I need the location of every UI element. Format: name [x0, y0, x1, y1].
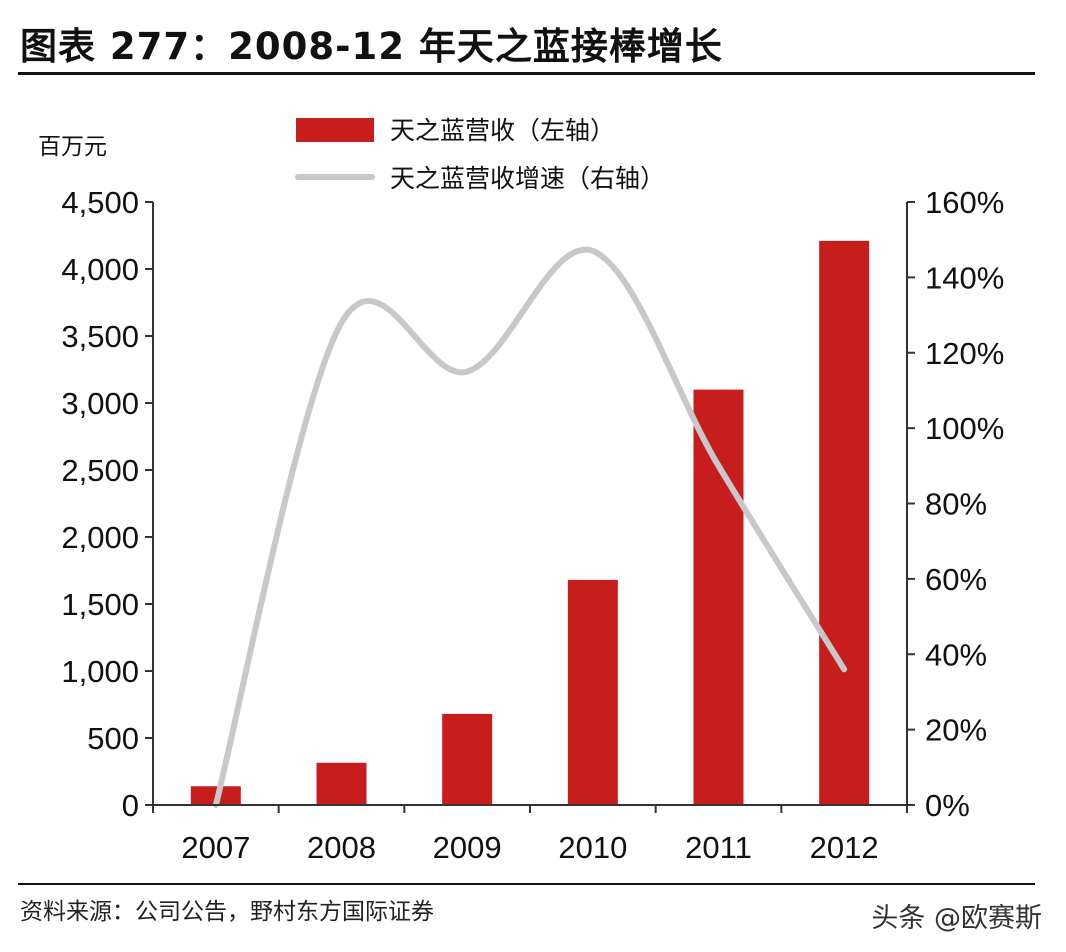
left-tick-label: 4,500	[61, 185, 139, 220]
right-tick-label: 100%	[925, 411, 1004, 446]
left-tick-label: 500	[87, 721, 139, 756]
source-note: 资料来源：公司公告，野村东方国际证券	[20, 899, 434, 925]
left-tick-label: 4,000	[61, 252, 139, 287]
left-tick-label: 2,000	[61, 520, 139, 555]
bar-2012	[819, 240, 870, 806]
x-tick-label: 2007	[181, 830, 250, 865]
right-tick-label: 20%	[925, 713, 987, 748]
left-tick-label: 0	[122, 788, 139, 823]
right-tick-label: 60%	[925, 562, 987, 597]
left-tick-label: 3,500	[61, 319, 139, 354]
left-tick-label: 1,000	[61, 654, 139, 689]
left-axis-unit: 百万元	[38, 134, 107, 160]
bar-2009	[442, 713, 493, 805]
legend-line-label: 天之蓝营收增速（右轴）	[390, 164, 665, 193]
right-tick-label: 80%	[925, 487, 987, 522]
bar-2011	[693, 389, 744, 805]
x-tick-label: 2009	[433, 830, 502, 865]
left-tick-label: 2,500	[61, 453, 139, 488]
title-divider	[18, 72, 1035, 75]
x-tick-label: 2010	[558, 830, 627, 865]
watermark: 头条 @欧赛斯	[871, 903, 1042, 934]
right-tick-label: 160%	[925, 185, 1004, 220]
source-divider	[18, 883, 1035, 885]
legend: 天之蓝营收（左轴） 天之蓝营收增速（右轴）	[295, 116, 665, 193]
right-tick-label: 0%	[925, 788, 970, 823]
legend-bar-label: 天之蓝营收（左轴）	[390, 116, 615, 145]
growth-line-layer	[212, 246, 848, 808]
chart-title: 图表 277：2008-12 年天之蓝接棒增长	[20, 25, 723, 68]
x-tick-label: 2012	[810, 830, 879, 865]
x-tick-label: 2008	[307, 830, 376, 865]
bar-2010	[567, 579, 618, 805]
right-tick-label: 40%	[925, 637, 987, 672]
growth-rate-line	[212, 246, 848, 808]
left-tick-label: 3,000	[61, 386, 139, 421]
right-tick-label: 120%	[925, 336, 1004, 371]
bar-2008	[316, 762, 367, 805]
x-tick-label: 2011	[685, 830, 752, 865]
right-tick-label: 140%	[925, 260, 1004, 295]
revenue-bars	[190, 240, 870, 806]
left-tick-label: 1,500	[61, 587, 139, 622]
axes: 0 500 1,000 1,500 2,000 2,500 3,000 3,500 4,000 4…	[38, 134, 1004, 865]
legend-bar-swatch	[296, 118, 374, 142]
